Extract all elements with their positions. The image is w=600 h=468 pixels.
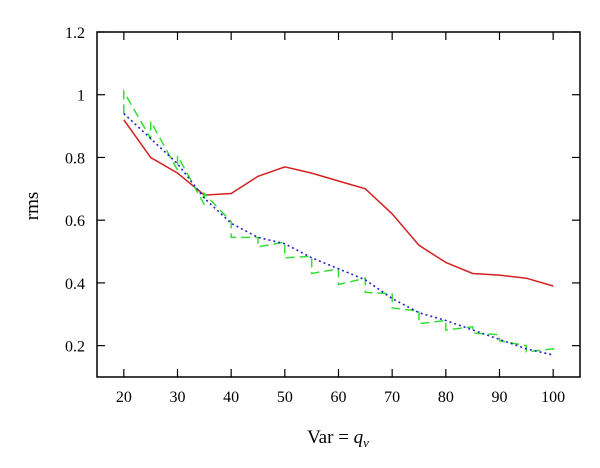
- y-tick-label: 1: [77, 88, 85, 105]
- y-tick-label: 0.6: [65, 213, 85, 230]
- x-axis-label-variable: q: [354, 427, 364, 448]
- y-tick-label: 0.8: [65, 150, 85, 167]
- x-axis-label-prefix: Var =: [307, 427, 354, 448]
- x-tick-label: 90: [492, 389, 508, 406]
- x-axis-label-subscript: v: [363, 435, 369, 450]
- x-tick-label: 70: [384, 389, 400, 406]
- series-line-2: [123, 88, 554, 355]
- series-line-1: [123, 119, 554, 287]
- y-axis-label: rms: [22, 192, 43, 221]
- x-tick-label: 80: [438, 389, 454, 406]
- x-tick-label: 100: [541, 389, 565, 406]
- series-layer: [123, 88, 554, 356]
- y-tick-label: 0.2: [65, 339, 85, 356]
- y-tick-label: 1.2: [65, 25, 85, 42]
- x-tick-label: 30: [170, 389, 186, 406]
- x-tick-label: 20: [116, 389, 132, 406]
- ticks-layer: 20 30 40 50 60 70 80 90 100 0.2 0.4 0.6 0.8 1 1.2: [65, 25, 580, 406]
- x-axis-label: Var = qv: [307, 427, 369, 450]
- x-tick-label: 60: [331, 389, 347, 406]
- y-tick-label: 0.4: [65, 276, 85, 293]
- plot-frame: [96, 31, 581, 378]
- series-line-3: [123, 112, 554, 356]
- x-tick-label: 40: [223, 389, 239, 406]
- x-tick-label: 50: [277, 389, 293, 406]
